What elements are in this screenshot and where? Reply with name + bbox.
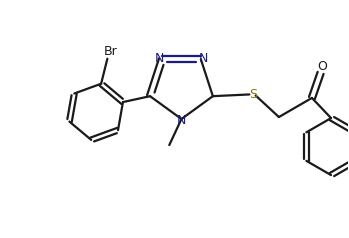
Text: N: N — [155, 52, 164, 65]
Text: S: S — [250, 88, 258, 101]
Text: N: N — [177, 114, 186, 127]
Text: Br: Br — [103, 45, 117, 58]
Text: N: N — [199, 52, 208, 65]
Text: O: O — [318, 60, 327, 73]
